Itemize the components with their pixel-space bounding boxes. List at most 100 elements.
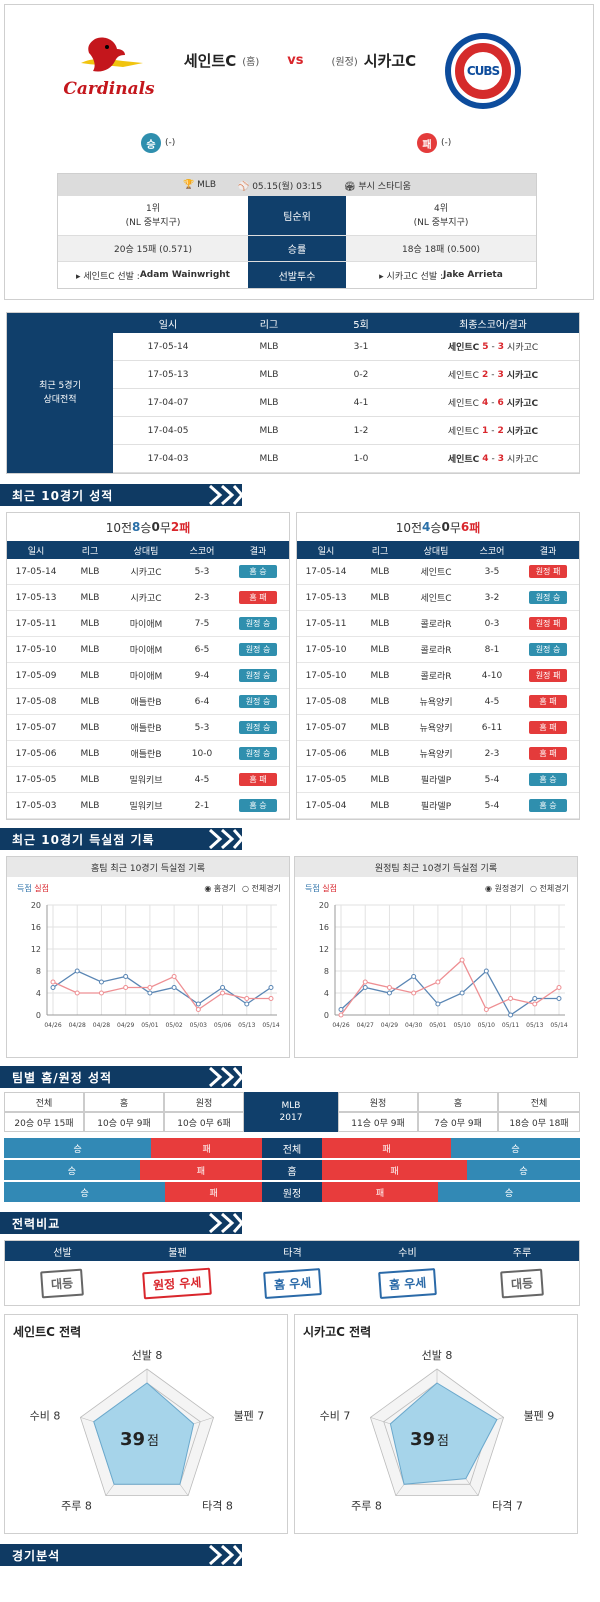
away-chart-filter: ◉ 원정경기 ○ 전체경기 xyxy=(485,883,569,894)
compare-section-title: 전력비교 xyxy=(12,1216,61,1231)
h2h-header-league: 리그 xyxy=(259,319,279,331)
recent10-row: 17-05-05 MLB 밀워키브 4-5 홈 패 xyxy=(7,767,289,793)
h2h-away-team: 시카고C xyxy=(506,399,539,409)
all-games-radio[interactable]: ○ 전체경기 xyxy=(242,884,281,893)
h2h-league: MLB xyxy=(259,341,279,352)
homeaway-right-header-1: 홈 xyxy=(418,1092,498,1112)
scored-point xyxy=(98,979,104,985)
recent10-result: 홈 승 xyxy=(227,793,289,818)
recent10-result: 원정 패 xyxy=(517,663,579,688)
h2h-final-score: 세인트C 1-2 시카고C xyxy=(407,417,579,444)
allowed-point xyxy=(147,985,153,990)
home-games-radio[interactable]: ◉ 홈경기 xyxy=(204,884,237,893)
home-radar-card: 세인트C 전력 선발 8 불펜 7 타격 8 주루 8 수비 8 39 점 xyxy=(4,1314,288,1534)
recent10-opponent: 뉴욕양키 xyxy=(419,698,453,708)
h2h-header-date: 일시 xyxy=(158,319,178,331)
h2h-inning5: 3-1 xyxy=(353,341,369,352)
all-games-radio[interactable]: ○ 전체경기 xyxy=(530,884,569,893)
away-winrate: 18승 18패 (0.500) xyxy=(402,245,480,255)
result-badge: 원정 승 xyxy=(239,695,277,708)
x-tick-label: 04/29 xyxy=(117,1022,134,1029)
compare-cell: 대등 xyxy=(5,1261,120,1305)
compare-table: 선발 불펜 타격 수비 주루 대등 원정 우세 홈 우세 홈 우세 대등 xyxy=(4,1240,580,1306)
compare-header-row: 선발 불펜 타격 수비 주루 xyxy=(5,1241,579,1261)
x-tick-label: 05/11 xyxy=(502,1022,519,1029)
recent10-header: 결과 xyxy=(249,546,267,557)
home-scoring-card: 홈팀 최근 10경기 득실점 기록 득점 실점 ◉ 홈경기 ○ 전체경기 0 4 8… xyxy=(6,856,290,1058)
recent10-league: MLB xyxy=(80,592,100,603)
home-win-bar: 승 xyxy=(4,1182,166,1202)
h2h-header-result: 최종스코어/결과 xyxy=(459,319,527,331)
compare-cell: 홈 우세 xyxy=(350,1261,465,1305)
homeaway-right-header-0: 원정 xyxy=(338,1092,418,1112)
h2h-league: MLB xyxy=(259,425,279,436)
recent10-row: 17-05-08 MLB 애틀란B 6-4 원정 승 xyxy=(7,689,289,715)
recent10-score: 0-3 xyxy=(484,618,500,629)
x-tick-label: 05/14 xyxy=(550,1022,567,1029)
homeaway-bar-row: 승 패 전체 패 승 xyxy=(4,1138,580,1158)
chevron-right-icon xyxy=(208,484,244,506)
recent10-opponent: 애틀란B xyxy=(130,750,162,760)
league-info: 🏆 MLB xyxy=(183,180,217,190)
recent10-date: 17-05-04 xyxy=(305,800,347,811)
recent10-date: 17-05-08 xyxy=(15,696,57,707)
recent10-score: 3-2 xyxy=(484,592,500,603)
h2h-home-team: 세인트C xyxy=(447,371,479,381)
recent10-date: 17-05-14 xyxy=(305,566,347,577)
result-badge: 원정 패 xyxy=(529,669,567,682)
y-tick-label: 12 xyxy=(319,945,329,954)
y-tick-label: 8 xyxy=(36,967,41,976)
recent10-home-table: 일시 리그 상대팀 스코어 결과 17-05-14 MLB 시카고C 5-3 홈 승 17-05-1… xyxy=(7,541,289,819)
radar-total-unit: 점 xyxy=(437,1434,449,1449)
recent10-row: 17-05-11 MLB 콜로라R 0-3 원정 패 xyxy=(297,611,579,637)
radar-axis-label: 수비 7 xyxy=(320,1409,351,1422)
ball-icon: ⚾ xyxy=(238,181,250,192)
home-winrate: 20승 15패 (0.571) xyxy=(114,245,192,255)
h2h-away-score: 3 xyxy=(497,369,504,380)
recent10-row: 17-05-04 MLB 필라델P 5-4 홈 승 xyxy=(297,793,579,819)
score-dash: - xyxy=(491,341,495,352)
h2h-row: 17-05-14 MLB 3-1 세인트C 5-3 시카고C xyxy=(113,333,579,361)
allowed-point xyxy=(435,979,441,985)
scored-point xyxy=(195,1001,201,1007)
recent10-score: 6-11 xyxy=(481,722,503,733)
recent10-score: 6-5 xyxy=(194,644,210,655)
compare-cell: 원정 우세 xyxy=(120,1261,235,1305)
home-win-bar: 승 xyxy=(4,1160,140,1180)
allowed-point xyxy=(386,985,392,990)
recent10-row: 17-05-10 MLB 콜로라R 4-10 원정 패 xyxy=(297,663,579,689)
radar-value-polygon xyxy=(93,1382,195,1485)
homeaway-section-header: 팀별 홈/원정 성적 xyxy=(0,1066,244,1088)
recent10-league: MLB xyxy=(370,618,390,629)
result-badge: 원정 승 xyxy=(529,643,567,656)
recent10-header: 상대팀 xyxy=(133,546,159,557)
recent10-league: MLB xyxy=(80,722,100,733)
info-row-winrate: 20승 15패 (0.571) 승률 18승 18패 (0.500) xyxy=(58,236,536,262)
recent10-header: 일시 xyxy=(317,546,335,557)
recent10-result: 원정 승 xyxy=(227,663,289,688)
recent10-date: 17-05-07 xyxy=(305,722,347,733)
home-team-name: 세인트C xyxy=(183,51,237,70)
cubs-logo-text: CUBS xyxy=(466,64,500,78)
recent10-opponent: 애틀란B xyxy=(130,698,162,708)
recent10-result: 홈 패 xyxy=(517,715,579,740)
recent10-league: MLB xyxy=(370,592,390,603)
allowed-point xyxy=(244,996,250,1001)
result-badge: 원정 승 xyxy=(239,643,277,656)
recent10-row: 17-05-14 MLB 세인트C 3-5 원정 패 xyxy=(297,559,579,585)
scored-point xyxy=(244,1001,250,1007)
recent10-result: 원정 승 xyxy=(517,637,579,662)
allowed-series-line xyxy=(340,958,560,1016)
x-tick-label: 05/01 xyxy=(429,1022,446,1029)
homeaway-left-value-0: 20승 0무 15패 xyxy=(4,1112,84,1132)
away-games-radio[interactable]: ◉ 원정경기 xyxy=(485,884,525,893)
scored-point xyxy=(123,974,129,979)
recent10-league: MLB xyxy=(80,696,100,707)
y-tick-label: 0 xyxy=(36,1011,41,1020)
recent10-header-row: 일시 리그 상대팀 스코어 결과 xyxy=(297,541,579,559)
allowed-point xyxy=(508,996,514,1001)
recent10-league: MLB xyxy=(370,800,390,811)
result-badge: 원정 패 xyxy=(529,617,567,630)
recent10-date: 17-05-07 xyxy=(15,722,57,733)
